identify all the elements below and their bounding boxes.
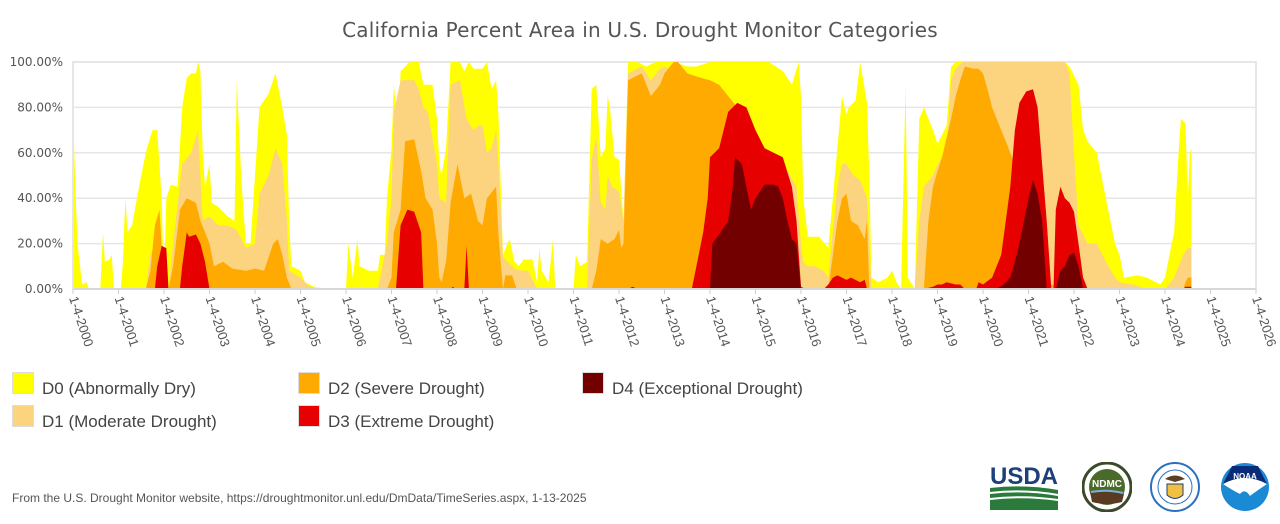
x-axis-tick-labels: 1-4-2000 1-4-2001 1-4-2002 1-4-2003 1-4-2004… — [66, 289, 1279, 348]
noaa-logo[interactable]: NOAA — [1220, 462, 1270, 512]
x-tick-label: 1-4-2023 — [1113, 294, 1143, 348]
x-tick-label: 1-4-2009 — [476, 294, 506, 348]
x-tick-label: 1-4-2022 — [1067, 294, 1097, 348]
x-tick-label: 1-4-2024 — [1158, 294, 1188, 348]
legend-label-d1: D1 (Moderate Drought) — [42, 412, 217, 431]
source-footnote: From the U.S. Drought Monitor website, h… — [12, 491, 587, 505]
area-series — [73, 62, 1192, 289]
y-tick-label: 80.00% — [17, 100, 63, 114]
legend: D0 (Abnormally Dry) D1 (Moderate Drought… — [12, 372, 912, 448]
x-tick-label: 1-4-2018 — [885, 294, 915, 348]
x-tick-label: 1-4-2020 — [976, 294, 1006, 348]
ndmc-logo[interactable]: NDMC — [1082, 462, 1132, 512]
x-tick-label: 1-4-2000 — [66, 294, 96, 348]
commerce-logo[interactable] — [1150, 462, 1200, 512]
y-tick-label: 60.00% — [17, 146, 63, 160]
x-tick-label: 1-4-2005 — [294, 294, 324, 348]
area-series-d3 — [154, 89, 1192, 289]
x-tick-label: 1-4-2002 — [157, 294, 187, 348]
legend-item-d2[interactable]: D2 (Severe Drought) — [298, 372, 485, 400]
legend-label-d0: D0 (Abnormally Dry) — [42, 379, 196, 398]
legend-item-d1[interactable]: D1 (Moderate Drought) — [12, 405, 217, 433]
x-tick-label: 1-4-2008 — [430, 294, 460, 348]
x-tick-label: 1-4-2003 — [203, 294, 233, 348]
x-tick-label: 1-4-2012 — [612, 294, 642, 348]
legend-swatch-d1 — [12, 405, 34, 427]
x-tick-label: 1-4-2016 — [794, 294, 824, 348]
ndmc-logo-text: NDMC — [1092, 479, 1122, 490]
legend-swatch-d3 — [298, 405, 320, 427]
legend-item-d4[interactable]: D4 (Exceptional Drought) — [582, 372, 803, 400]
y-tick-label: 100.00% — [10, 55, 63, 69]
usda-logo-text: USDA — [990, 463, 1058, 490]
x-tick-label: 1-4-2014 — [703, 294, 733, 348]
drought-area-chart: 0.00% 20.00% 40.00% 60.00% 80.00% 100.00% 1-4… — [10, 55, 1280, 348]
y-tick-label: 40.00% — [17, 191, 63, 205]
y-tick-label: 0.00% — [25, 282, 63, 296]
legend-swatch-d0 — [12, 372, 34, 394]
legend-item-d3[interactable]: D3 (Extreme Drought) — [298, 405, 495, 433]
chart-title: California Percent Area in U.S. Drought … — [342, 18, 938, 42]
legend-label-d3: D3 (Extreme Drought) — [328, 412, 495, 431]
legend-swatch-d2 — [298, 372, 320, 394]
area-series-d4 — [710, 157, 1084, 289]
legend-swatch-d4 — [582, 372, 604, 394]
x-tick-label: 1-4-2006 — [339, 294, 369, 348]
legend-label-d4: D4 (Exceptional Drought) — [612, 379, 803, 398]
x-tick-label: 1-4-2019 — [931, 294, 961, 348]
x-tick-label: 1-4-2011 — [567, 294, 597, 347]
x-tick-label: 1-4-2026 — [1249, 294, 1279, 348]
x-tick-label: 1-4-2021 — [1022, 294, 1052, 348]
noaa-logo-text: NOAA — [1233, 472, 1257, 481]
x-tick-label: 1-4-2010 — [521, 294, 551, 348]
x-tick-label: 1-4-2004 — [248, 294, 278, 348]
y-axis-tick-labels: 0.00% 20.00% 40.00% 60.00% 80.00% 100.00% — [10, 55, 63, 296]
x-tick-label: 1-4-2001 — [112, 294, 142, 348]
usda-logo[interactable]: USDA — [988, 462, 1060, 512]
x-tick-label: 1-4-2015 — [749, 294, 779, 348]
legend-label-d2: D2 (Severe Drought) — [328, 379, 485, 398]
y-tick-label: 20.00% — [17, 237, 63, 251]
legend-item-d0[interactable]: D0 (Abnormally Dry) — [12, 372, 196, 400]
x-tick-label: 1-4-2013 — [658, 294, 688, 348]
x-tick-label: 1-4-2025 — [1204, 294, 1234, 348]
x-tick-label: 1-4-2007 — [385, 294, 415, 348]
x-tick-label: 1-4-2017 — [840, 294, 870, 348]
